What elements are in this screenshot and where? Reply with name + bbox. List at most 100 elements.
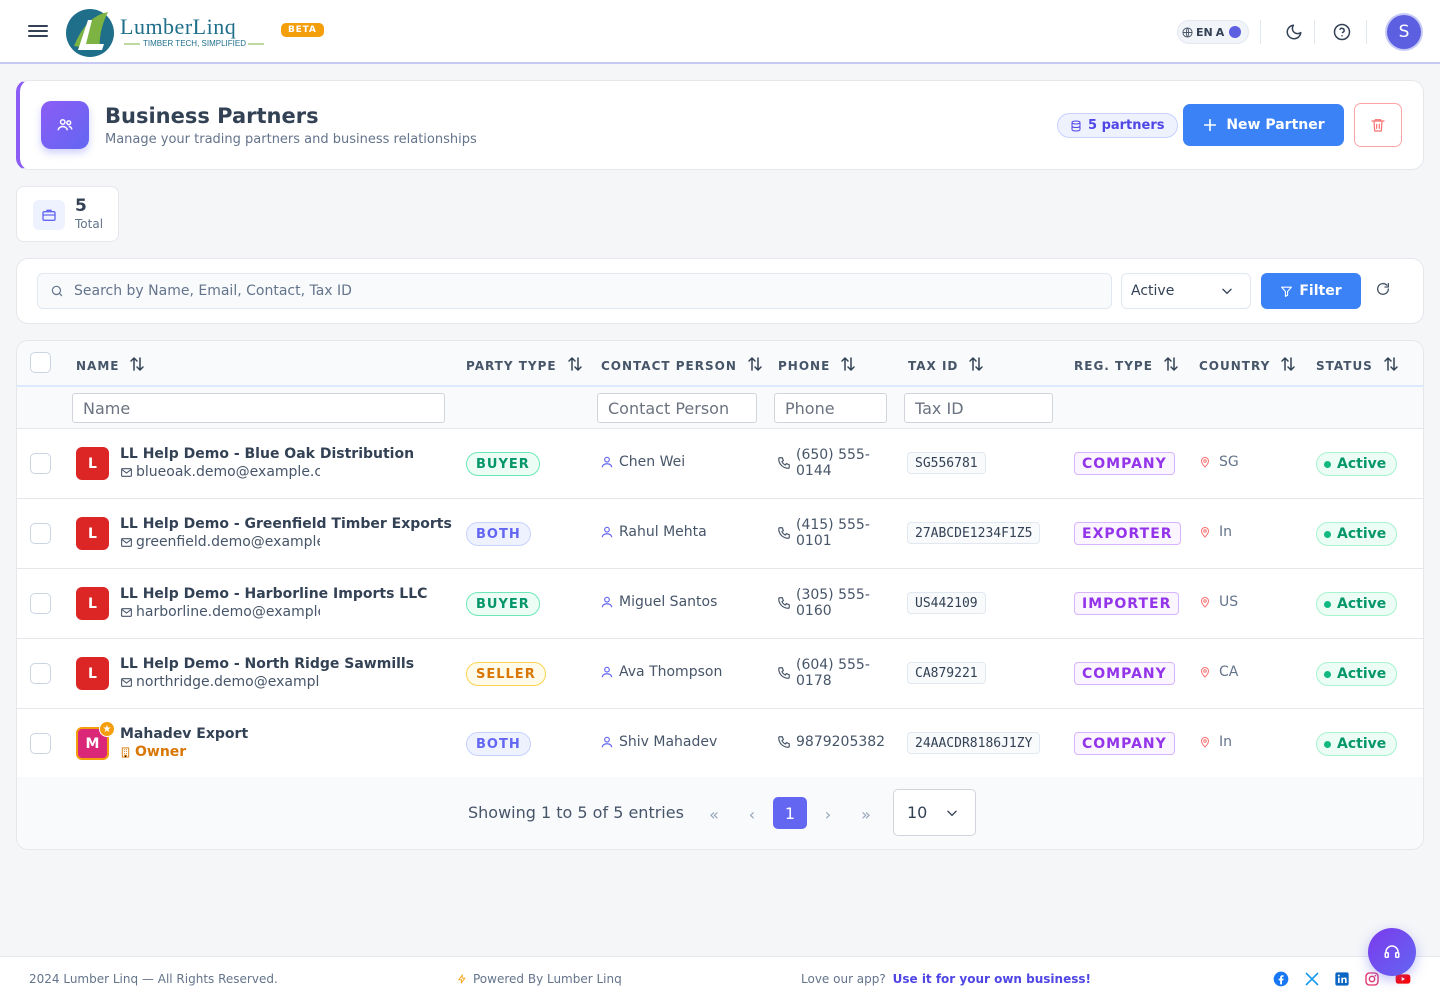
partner-email: greenfield.demo@example.com (120, 534, 320, 550)
column-header-country[interactable]: COUNTRY (1199, 355, 1297, 376)
column-header-status[interactable]: STATUS (1316, 355, 1400, 376)
row-checkbox[interactable] (30, 663, 51, 684)
star-icon: ★ (99, 721, 115, 737)
partner-name[interactable]: Mahadev Export (120, 726, 249, 742)
sort-icon[interactable] (1279, 355, 1297, 376)
status-dot (1324, 460, 1331, 468)
rows-per-page-select[interactable]: 10 (893, 789, 976, 836)
brand-logo[interactable]: LumberLinq TIMBER TECH, SIMPLIFIED (64, 6, 274, 58)
column-header-contact[interactable]: CONTACT PERSON (601, 355, 764, 376)
tax-filter-input[interactable] (904, 393, 1053, 423)
youtube-icon[interactable] (1395, 971, 1411, 987)
delete-button[interactable] (1354, 103, 1402, 147)
tax-id: SG556781 (907, 452, 986, 474)
party-type-badge: BUYER (466, 592, 540, 616)
map-pin-icon (1200, 527, 1210, 538)
sort-icon[interactable] (566, 355, 584, 376)
table-row[interactable]: L LL Help Demo - Blue Oak Distribution b… (17, 429, 1423, 499)
status-dot (1324, 670, 1331, 678)
x-twitter-icon[interactable] (1304, 971, 1320, 987)
last-page-icon[interactable]: » (861, 804, 871, 824)
search-field[interactable] (37, 273, 1112, 309)
sort-icon[interactable] (1382, 355, 1400, 376)
support-button[interactable] (1368, 928, 1416, 976)
table-row[interactable]: M ★ Mahadev Export Owner BOTH Shiv Mahad… (17, 709, 1423, 779)
building-icon (121, 746, 130, 758)
column-header-reg-type[interactable]: REG. TYPE (1074, 355, 1180, 376)
user-avatar[interactable]: S (1387, 15, 1421, 49)
contact-person: Chen Wei (600, 454, 685, 470)
mail-icon (121, 607, 132, 617)
column-header-phone[interactable]: PHONE (778, 355, 857, 376)
menu-icon[interactable] (28, 22, 48, 40)
chevron-down-icon (947, 810, 957, 816)
footer-love-text: Love our app? (801, 972, 886, 986)
first-page-icon[interactable]: « (709, 804, 719, 824)
partners-count-badge: 5 partners (1057, 113, 1178, 138)
column-header-name[interactable]: NAME (76, 355, 146, 376)
partner-name[interactable]: LL Help Demo - Blue Oak Distribution (120, 446, 415, 462)
facebook-icon[interactable] (1273, 971, 1289, 987)
row-checkbox[interactable] (30, 523, 51, 544)
tax-id: 27ABCDE1234F1Z5 (907, 522, 1041, 544)
row-checkbox[interactable] (30, 733, 51, 754)
next-page-icon[interactable]: › (824, 804, 832, 824)
dark-mode-icon[interactable] (1282, 20, 1306, 44)
party-type-badge: BOTH (466, 732, 531, 756)
contact-person: Ava Thompson (600, 664, 722, 680)
sort-icon[interactable] (967, 355, 985, 376)
sort-icon[interactable] (1162, 355, 1180, 376)
instagram-icon[interactable] (1364, 971, 1380, 987)
map-pin-icon (1200, 457, 1210, 468)
linkedin-icon[interactable] (1334, 971, 1350, 987)
divider (1314, 20, 1315, 44)
partner-email: northridge.demo@example.com (120, 674, 320, 690)
footer-promo-link[interactable]: Use it for your own business! (892, 972, 1091, 986)
total-label: Total (75, 217, 104, 231)
tax-id: US442109 (907, 592, 986, 614)
refresh-icon[interactable] (1375, 281, 1395, 301)
tax-id: 24AACDR8186J1ZY (907, 732, 1041, 754)
language-toggle[interactable]: EN A (1177, 20, 1249, 44)
partners-table: NAME PARTY TYPE CONTACT PERSON PHONE TAX… (16, 340, 1424, 850)
sort-icon[interactable] (746, 355, 764, 376)
sort-icon[interactable] (839, 355, 857, 376)
row-checkbox[interactable] (30, 453, 51, 474)
column-header-tax-id[interactable]: TAX ID (908, 355, 985, 376)
name-filter-input[interactable] (72, 393, 445, 423)
new-partner-label: New Partner (1226, 117, 1325, 133)
table-row[interactable]: L LL Help Demo - Greenfield Timber Expor… (17, 499, 1423, 569)
status-select[interactable]: Active (1121, 273, 1251, 309)
sort-icon[interactable] (128, 355, 146, 376)
search-input[interactable] (74, 283, 1074, 299)
total-stat-card[interactable]: 5 Total (16, 186, 119, 242)
contact-filter-input[interactable] (597, 393, 757, 423)
mail-icon (121, 537, 132, 547)
plus-icon (1204, 118, 1217, 132)
owner-label: Owner (120, 744, 186, 760)
phone-icon (778, 597, 790, 609)
phone-filter-input[interactable] (774, 393, 887, 423)
filter-button[interactable]: Filter (1261, 273, 1361, 309)
phone-icon (778, 527, 790, 539)
partner-name[interactable]: LL Help Demo - Harborline Imports LLC (120, 586, 428, 602)
mail-icon (121, 467, 132, 477)
globe-icon (1182, 26, 1193, 38)
partner-name[interactable]: LL Help Demo - Greenfield Timber Exports (120, 516, 452, 532)
partner-name[interactable]: LL Help Demo - North Ridge Sawmills (120, 656, 415, 672)
select-all-checkbox[interactable] (30, 352, 51, 373)
column-header-party-type[interactable]: PARTY TYPE (466, 355, 584, 376)
row-checkbox[interactable] (30, 593, 51, 614)
user-icon (601, 456, 613, 468)
table-row[interactable]: L LL Help Demo - Harborline Imports LLC … (17, 569, 1423, 639)
help-icon[interactable] (1330, 20, 1354, 44)
page-button-current[interactable]: 1 (773, 797, 807, 829)
partners-icon (41, 101, 89, 149)
new-partner-button[interactable]: New Partner (1183, 104, 1344, 146)
user-icon (601, 526, 613, 538)
table-row[interactable]: L LL Help Demo - North Ridge Sawmills no… (17, 639, 1423, 709)
prev-page-icon[interactable]: ‹ (748, 804, 756, 824)
database-icon (1071, 120, 1081, 132)
partner-avatar: L (76, 657, 109, 690)
partner-phone: 9879205382 (777, 734, 897, 750)
